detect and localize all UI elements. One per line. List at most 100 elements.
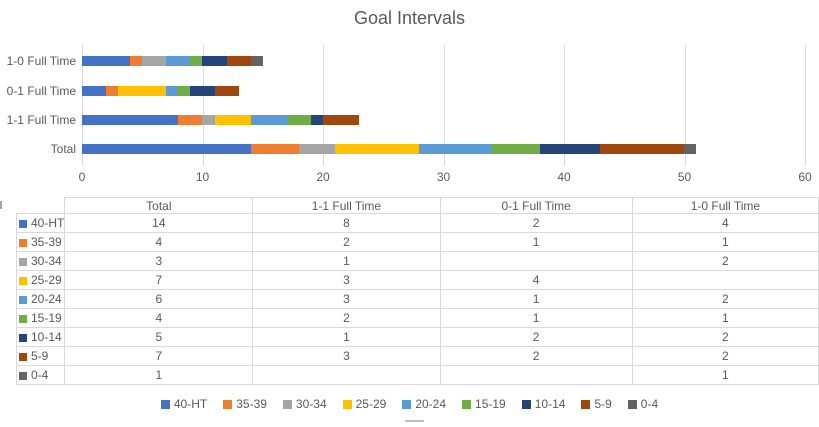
legend-item-10-14[interactable]: 10-14 — [521, 397, 565, 411]
bar-segment-10-14[interactable] — [202, 56, 227, 66]
legend-key-icon — [19, 296, 27, 304]
table-cell: 3 — [252, 270, 441, 290]
bar-segment-25-29[interactable] — [118, 86, 167, 96]
table-column-header: Total — [64, 197, 254, 214]
table-cell: 4 — [439, 270, 633, 290]
legend-swatch-icon — [282, 399, 292, 409]
bar-segment-15-19[interactable] — [491, 144, 540, 154]
bar-segment-40-HT[interactable] — [82, 115, 179, 125]
row-label: 25-29 — [31, 273, 62, 287]
legend-item-40-HT[interactable]: 40-HT — [160, 397, 208, 411]
table-cell: 1 — [439, 289, 633, 309]
legend-key-icon — [19, 353, 27, 361]
table-cell: 5 — [64, 327, 254, 347]
legend-swatch-icon — [462, 399, 472, 409]
table-cell: 4 — [631, 213, 819, 233]
table-cell: 4 — [64, 308, 254, 328]
table-cell: 2 — [439, 346, 633, 366]
bar-segment-35-39[interactable] — [178, 115, 203, 125]
gridline — [684, 45, 686, 166]
bar-segment-5-9[interactable] — [226, 56, 251, 66]
x-axis-tick-label: 10 — [195, 170, 210, 184]
legend-item-20-24[interactable]: 20-24 — [402, 397, 446, 411]
bar-segment-25-29[interactable] — [335, 144, 420, 154]
gridline — [202, 45, 204, 166]
category-label: 1-0 Full Time — [6, 54, 76, 68]
chart-data-table[interactable]: Total 1-1 Full Time 0-1 Full Time 1-0 Full … — [15, 197, 819, 385]
bar-segment-10-14[interactable] — [539, 144, 601, 154]
row-label-cell: 25-29 — [15, 270, 66, 290]
bar-segment-35-39[interactable] — [130, 56, 143, 66]
legend: 40-HT 35-39 30-34 25-29 20-24 15-19 10-14 5-9 0-… — [0, 397, 819, 411]
bar-segment-30-34[interactable] — [142, 56, 167, 66]
legend-key-icon — [19, 239, 27, 247]
x-axis-tick-label: 20 — [316, 170, 330, 184]
bar-segment-30-34[interactable] — [202, 115, 215, 125]
bar-segment-5-9[interactable] — [322, 115, 360, 125]
table-cell: 1 — [64, 365, 254, 385]
stacked-bar-0-1-full-time — [82, 86, 239, 96]
legend-item-35-39[interactable]: 35-39 — [223, 397, 267, 411]
row-label-cell: 5-9 — [15, 346, 66, 366]
bar-segment-15-19[interactable] — [190, 56, 203, 66]
gridline — [82, 45, 83, 166]
bar-segment-20-24[interactable] — [166, 86, 179, 96]
table-cell: 2 — [631, 327, 819, 347]
table-cell — [252, 365, 441, 385]
legend-item-15-19[interactable]: 15-19 — [462, 397, 506, 411]
table-cell: 6 — [64, 289, 254, 309]
legend-label: 25-29 — [355, 397, 387, 411]
bar-segment-5-9[interactable] — [214, 86, 239, 96]
bar-segment-35-39[interactable] — [250, 144, 299, 154]
bar-segment-40-HT[interactable] — [82, 56, 131, 66]
row-label: 10-14 — [31, 330, 62, 344]
row-label-cell: 30-34 — [15, 251, 66, 271]
table-cell: 3 — [252, 289, 441, 309]
bar-segment-15-19[interactable] — [286, 115, 311, 125]
table-cell: 2 — [631, 251, 819, 271]
bar-segment-0-4[interactable] — [250, 56, 263, 66]
legend-swatch-icon — [160, 399, 170, 409]
legend-swatch-icon — [581, 399, 591, 409]
bar-segment-35-39[interactable] — [106, 86, 119, 96]
bar-segment-20-24[interactable] — [166, 56, 191, 66]
table-cell: 7 — [64, 346, 254, 366]
x-axis-tick-label: 30 — [436, 170, 451, 184]
table-column-header: 1-0 Full Time — [631, 197, 819, 214]
legend-item-5-9[interactable]: 5-9 — [581, 397, 612, 411]
stacked-bar-total — [82, 144, 697, 154]
row-label: 0-4 — [31, 368, 49, 382]
table-cell: 8 — [252, 213, 441, 233]
bar-segment-20-24[interactable] — [250, 115, 287, 125]
bar-segment-0-4[interactable] — [684, 144, 697, 154]
chart-title[interactable]: Goal Intervals — [353, 8, 466, 28]
legend-label: 40-HT — [173, 397, 208, 411]
category-label: 0-1 Full Time — [6, 84, 76, 98]
bar-segment-15-19[interactable] — [178, 86, 191, 96]
row-label-cell: 35-39 — [15, 232, 66, 252]
table-row: 10-14 5 1 2 2 — [15, 327, 819, 347]
table-cell: 2 — [439, 213, 633, 233]
x-axis-tick-label: 0 — [78, 170, 86, 184]
bar-segment-10-14[interactable] — [190, 86, 215, 96]
row-label: 20-24 — [31, 292, 62, 306]
legend-key-icon — [19, 277, 27, 285]
bar-segment-40-HT[interactable] — [82, 144, 251, 154]
table-cell — [439, 251, 633, 271]
row-label: 15-19 — [31, 311, 62, 325]
row-label: 5-9 — [31, 349, 49, 363]
category-label: Total — [50, 142, 76, 156]
bar-segment-30-34[interactable] — [298, 144, 336, 154]
bar-segment-40-HT[interactable] — [82, 86, 107, 96]
legend-key-icon — [19, 315, 27, 323]
bar-segment-10-14[interactable] — [310, 115, 323, 125]
legend-item-0-4[interactable]: 0-4 — [627, 397, 658, 411]
bar-segment-25-29[interactable] — [214, 115, 251, 125]
bar-segment-20-24[interactable] — [419, 144, 492, 154]
legend-swatch-icon — [521, 399, 531, 409]
legend-item-25-29[interactable]: 25-29 — [342, 397, 387, 411]
legend-label: 15-19 — [475, 397, 506, 411]
legend-item-30-34[interactable]: 30-34 — [282, 397, 327, 411]
bar-segment-5-9[interactable] — [600, 144, 685, 154]
